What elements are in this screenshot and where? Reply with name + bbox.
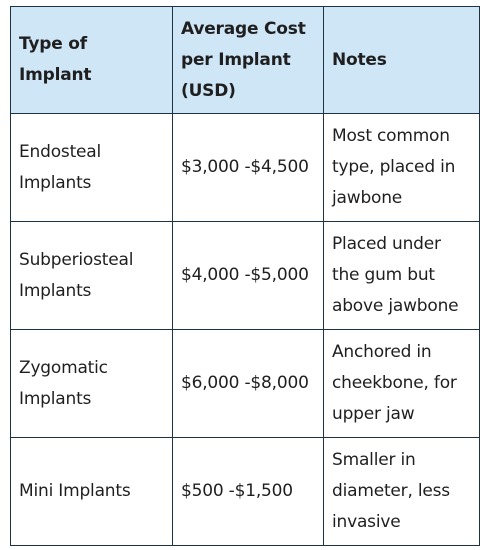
cell-cost: $500 -$1,500 (172, 437, 324, 546)
cell-notes: Anchored in cheekbone, for upper jaw (323, 329, 480, 438)
table-row: Zygomatic Implants $6,000 -$8,000 Anchor… (10, 329, 480, 438)
implant-cost-table: Type of Implant Average Cost per Implant… (10, 6, 480, 546)
cell-notes: Most common type, placed in jawbone (323, 113, 480, 222)
table-body: Endosteal Implants $3,000 -$4,500 Most c… (10, 113, 480, 546)
cell-cost: $4,000 -$5,000 (172, 221, 324, 330)
cell-implant-type: Mini Implants (10, 437, 173, 546)
cell-cost: $3,000 -$4,500 (172, 113, 324, 222)
header-row: Type of Implant Average Cost per Implant… (10, 6, 480, 114)
table-row: Endosteal Implants $3,000 -$4,500 Most c… (10, 113, 480, 222)
table-row: Subperiosteal Implants $4,000 -$5,000 Pl… (10, 221, 480, 330)
cell-cost: $6,000 -$8,000 (172, 329, 324, 438)
header-average-cost: Average Cost per Implant (USD) (172, 6, 324, 114)
table-row: Mini Implants $500 -$1,500 Smaller in di… (10, 437, 480, 546)
cell-implant-type: Subperiosteal Implants (10, 221, 173, 330)
cell-implant-type: Endosteal Implants (10, 113, 173, 222)
table-header: Type of Implant Average Cost per Implant… (10, 6, 480, 114)
cell-notes: Smaller in diameter, less invasive (323, 437, 480, 546)
header-notes: Notes (323, 6, 480, 114)
cell-notes: Placed under the gum but above jawbone (323, 221, 480, 330)
header-type-of-implant: Type of Implant (10, 6, 173, 114)
cell-implant-type: Zygomatic Implants (10, 329, 173, 438)
